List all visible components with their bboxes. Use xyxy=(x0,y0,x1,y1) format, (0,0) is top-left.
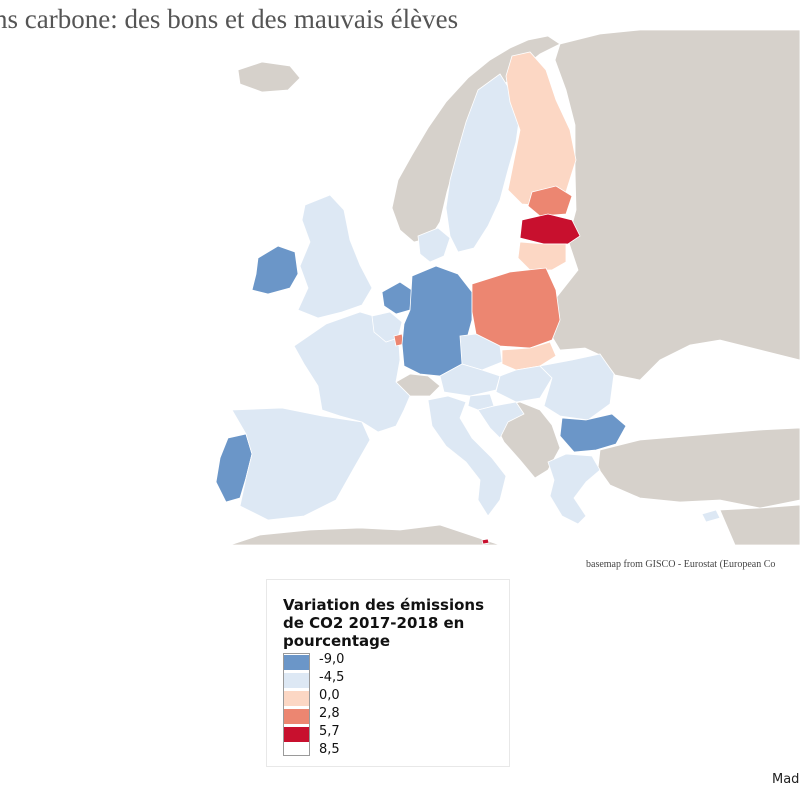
country-hungary xyxy=(495,365,553,403)
legend-title: Variation des émissions de CO2 2017-2018… xyxy=(283,596,485,650)
country-russia-east xyxy=(547,30,800,381)
country-slovakia xyxy=(501,341,557,371)
country-iceland xyxy=(237,61,301,93)
map-area xyxy=(0,30,800,545)
country-turkey xyxy=(597,427,800,509)
legend-swatch xyxy=(283,654,310,671)
country-greece xyxy=(547,453,601,525)
country-denmark xyxy=(417,227,451,263)
country-spain xyxy=(231,407,371,521)
country-bulgaria xyxy=(559,413,627,453)
country-malta xyxy=(481,538,490,545)
legend-swatch xyxy=(283,726,310,743)
legend-label: 2,8 xyxy=(319,706,340,721)
country-cyprus xyxy=(701,509,721,523)
map-title: ns carbone: des bons et des mauvais élèv… xyxy=(0,4,459,34)
country-poland xyxy=(471,267,561,349)
legend: Variation des émissions de CO2 2017-2018… xyxy=(266,579,510,767)
country-united-kingdom xyxy=(297,194,373,319)
region-north-africa xyxy=(229,524,501,545)
country-romania xyxy=(539,353,615,421)
basemap-credit: basemap from GISCO - Eurostat (European … xyxy=(586,559,776,570)
legend-swatch xyxy=(283,672,310,689)
legend-swatch xyxy=(283,690,310,707)
legend-label: 0,0 xyxy=(319,688,340,703)
country-italy xyxy=(427,395,507,517)
legend-label: 5,7 xyxy=(319,724,340,739)
legend-label: 8,5 xyxy=(319,742,340,757)
legend-swatch xyxy=(283,708,310,725)
europe-map xyxy=(215,30,800,545)
country-lithuania xyxy=(517,241,567,271)
country-ireland xyxy=(251,245,299,295)
country-latvia xyxy=(519,213,581,245)
legend-label: -4,5 xyxy=(319,670,345,685)
country-croatia xyxy=(477,401,525,439)
region-middle-east xyxy=(719,504,800,545)
eu-countries xyxy=(215,51,721,545)
country-estonia xyxy=(527,185,573,217)
legend-label: -9,0 xyxy=(319,652,345,667)
source-text: Mad xyxy=(772,772,800,787)
country-netherlands xyxy=(381,281,413,315)
